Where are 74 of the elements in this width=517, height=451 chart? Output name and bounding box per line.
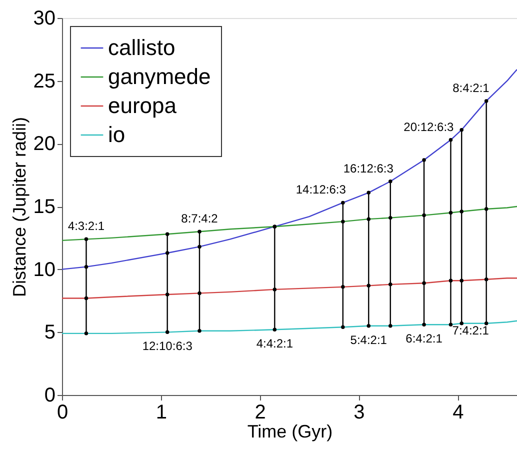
annotation: 4:3:2:1: [68, 219, 105, 234]
annotation: 8:7:4:2: [181, 212, 218, 226]
point: [84, 332, 88, 336]
point: [388, 324, 392, 328]
x-tick-label: 2: [254, 402, 266, 424]
point: [422, 213, 426, 218]
point: [448, 210, 453, 215]
y-tick-label: 0: [44, 384, 56, 406]
annotation: 8:4:2:1: [452, 80, 490, 95]
point: [165, 330, 170, 334]
annotation: 12:10:6:3: [142, 339, 193, 354]
y-tick-label: 20: [33, 133, 56, 156]
point: [484, 278, 488, 282]
point: [198, 244, 202, 249]
point: [448, 322, 453, 326]
annotation: 7:4:2:1: [452, 323, 490, 338]
point: [272, 288, 277, 292]
point: [448, 278, 453, 283]
annotation: 5:4:2:1: [350, 332, 388, 347]
annotation: 6:4:2:1: [406, 332, 443, 346]
annotation: 20:12:6:3: [404, 120, 454, 134]
legend-label: ganymede: [108, 64, 211, 89]
y-tick-label: 10: [33, 258, 56, 281]
annotation: 4:4:2:1: [256, 336, 294, 351]
point: [422, 322, 426, 326]
point: [341, 220, 345, 224]
point: [198, 329, 202, 333]
point: [422, 281, 426, 286]
point: [388, 216, 392, 220]
point: [460, 210, 464, 214]
point: [198, 291, 202, 296]
y-tick-label: 5: [44, 322, 56, 344]
legend-label: callisto: [108, 35, 176, 60]
point: [272, 328, 277, 332]
x-tick-label: 4: [452, 402, 464, 424]
point: [484, 322, 488, 326]
point: [388, 282, 392, 286]
point: [341, 200, 345, 205]
point: [84, 296, 88, 300]
y-axis-title: Distance (Jupiter radii): [9, 116, 30, 298]
x-tick-label: 1: [156, 402, 167, 424]
point: [341, 285, 345, 289]
point: [422, 158, 426, 162]
point: [460, 128, 464, 132]
point: [165, 251, 170, 255]
legend-label: io: [108, 122, 126, 147]
line-series: [61, 206, 517, 242]
point: [484, 99, 488, 103]
point: [460, 278, 464, 283]
line-series: [61, 320, 517, 334]
point: [165, 232, 170, 236]
point: [366, 284, 370, 288]
y-tick-label: 25: [33, 70, 56, 92]
point: [366, 324, 370, 328]
point: [84, 237, 88, 242]
point: [198, 230, 202, 234]
legend-label: europa: [108, 93, 178, 118]
point: [448, 138, 453, 142]
y-tick-label: 15: [33, 196, 56, 218]
x-axis-title: Time (Gyr): [247, 422, 333, 442]
point: [84, 264, 88, 269]
x-tick-label: 3: [354, 402, 365, 424]
line-series: [61, 68, 517, 270]
annotation: 16:12:6:3: [343, 161, 394, 176]
point: [341, 325, 345, 330]
point: [460, 322, 464, 326]
annotation: 14:12:6:3: [296, 182, 346, 197]
point: [388, 180, 392, 184]
point: [165, 292, 170, 296]
line-series: [61, 278, 517, 299]
point: [366, 217, 370, 221]
y-tick-label: 30: [33, 8, 56, 30]
point: [484, 207, 488, 211]
point: [366, 190, 370, 195]
